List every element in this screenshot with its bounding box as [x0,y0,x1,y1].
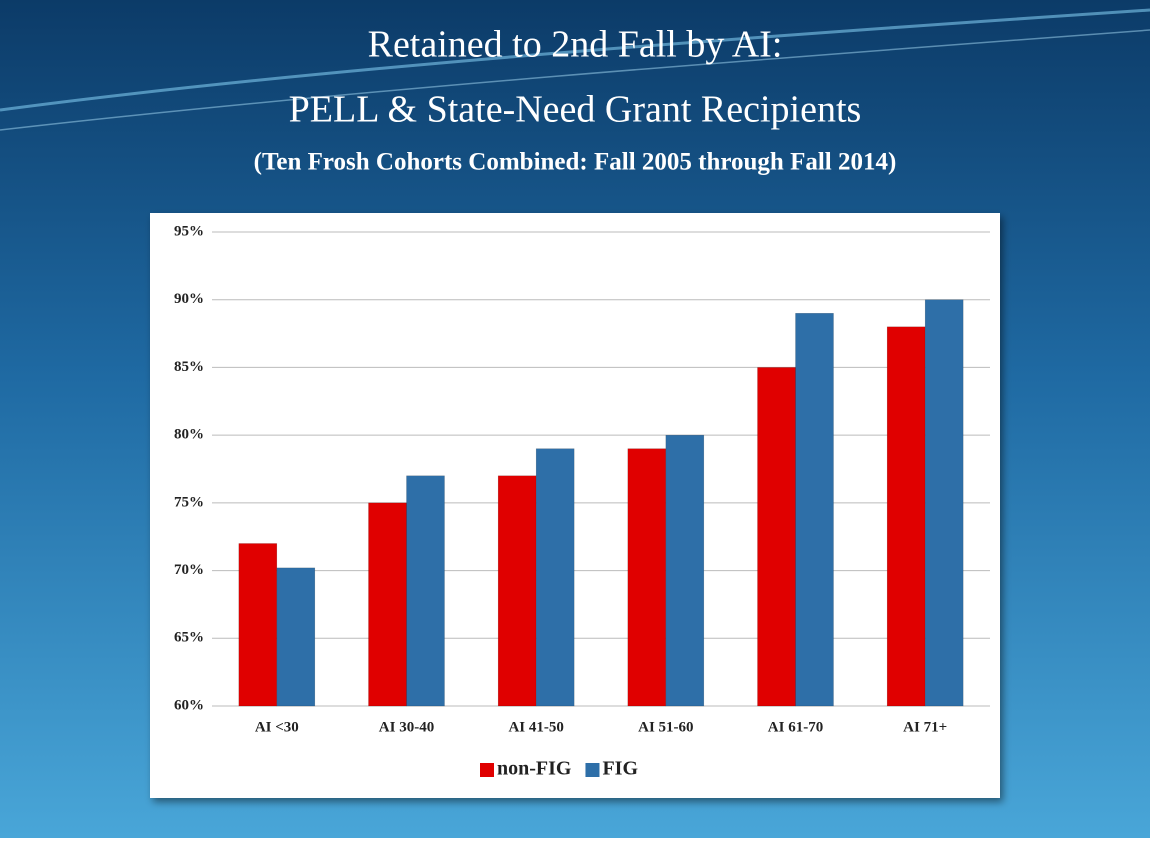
bar [535,448,575,707]
x-tick-label: AI 71+ [903,719,947,735]
bar [406,475,445,707]
x-tick-label: AI <30 [255,719,299,735]
legend-swatch [585,763,600,777]
x-tick-label: AI 51-60 [638,719,693,735]
bar [497,475,537,707]
bar [886,326,926,707]
bar [238,543,278,707]
y-tick-label: 80% [174,427,204,443]
title-line: PELL & State-Need Grant Recipients [289,89,862,131]
legend-swatch [480,763,494,777]
bar [757,367,796,707]
chart-panel [150,213,1000,798]
x-tick-label: AI 30-40 [379,719,434,735]
legend-label: non-FIG [497,758,572,780]
y-tick-label: 65% [174,630,204,646]
bar [627,448,667,707]
bar [924,299,964,707]
title-line: Retained to 2nd Fall by AI: [368,24,783,66]
x-tick-label: AI 61-70 [768,719,823,735]
bar [665,434,705,707]
swoosh [0,8,1150,112]
y-tick-label: 95% [174,223,204,239]
bar [795,313,834,707]
y-tick-label: 70% [174,562,204,578]
bar [276,567,316,707]
y-tick-label: 85% [174,359,204,375]
y-tick-label: 75% [174,494,204,510]
swoosh [0,29,1150,131]
subtitle: (Ten Frosh Cohorts Combined: Fall 2005 t… [254,149,897,176]
legend-label: FIG [602,758,638,780]
x-tick-label: AI 41-50 [508,719,563,735]
y-tick-label: 90% [174,291,204,307]
bar [368,502,407,707]
y-tick-label: 60% [174,697,204,713]
